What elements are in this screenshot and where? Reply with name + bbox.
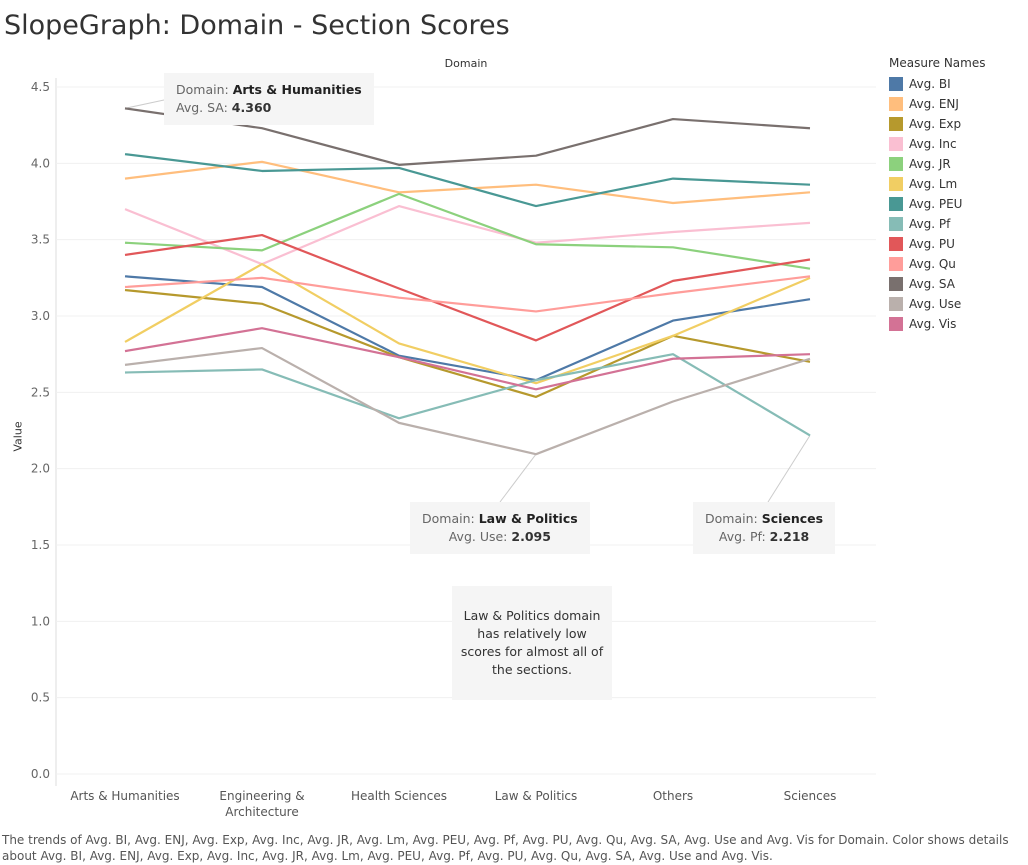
- column-header: Domain: [444, 57, 488, 70]
- tooltip-pointer: [499, 453, 537, 503]
- legend-label: Avg. ENJ: [909, 97, 959, 111]
- x-tick-label: Health Sciences: [351, 789, 447, 803]
- x-tick-label: Sciences: [784, 789, 837, 803]
- page-title: SlopeGraph: Domain - Section Scores: [4, 10, 510, 41]
- tooltip-sciences-pf: Domain: Sciences Avg. Pf: 2.218: [693, 502, 836, 554]
- legend-item-avg-inc[interactable]: Avg. Inc: [889, 134, 1019, 154]
- series-line-avg-pf[interactable]: [124, 353, 811, 437]
- legend-label: Avg. JR: [909, 157, 951, 171]
- series-line-avg-vis[interactable]: [124, 327, 811, 391]
- y-tick-label: 3.5: [31, 233, 50, 247]
- y-tick-label: 2.5: [31, 385, 50, 399]
- y-tick-label: 4.0: [31, 156, 50, 170]
- legend-item-avg-qu[interactable]: Avg. Qu: [889, 254, 1019, 274]
- y-tick-label: 0.0: [31, 767, 50, 781]
- legend-label: Avg. PEU: [909, 197, 963, 211]
- tooltip-pointer: [124, 99, 165, 109]
- y-tick-label: 1.5: [31, 538, 50, 552]
- legend-item-avg-lm[interactable]: Avg. Lm: [889, 174, 1019, 194]
- series-line-avg-inc[interactable]: [124, 204, 811, 266]
- series-line-avg-lm[interactable]: [124, 262, 811, 385]
- series-line-avg-enj[interactable]: [124, 160, 811, 205]
- legend-label: Avg. Vis: [909, 317, 957, 331]
- x-tick-label: Engineering & Architecture: [219, 789, 304, 819]
- tooltip-pointers: [124, 99, 811, 503]
- legend-swatch: [889, 137, 903, 151]
- legend-swatch: [889, 217, 903, 231]
- legend: Measure Names Avg. BI Avg. ENJ Avg. Exp Avg…: [889, 56, 1019, 334]
- y-axis: 0.0 0.5 1.0 1.5 2.0 2.5 3.0 3.5 4.0 4.5: [31, 80, 50, 781]
- series-line-avg-exp[interactable]: [124, 288, 811, 399]
- legend-label: Avg. Use: [909, 297, 962, 311]
- legend-swatch: [889, 277, 903, 291]
- legend-item-avg-pf[interactable]: Avg. Pf: [889, 214, 1019, 234]
- y-tick-label: 3.0: [31, 309, 50, 323]
- legend-item-avg-peu[interactable]: Avg. PEU: [889, 194, 1019, 214]
- series-line-avg-qu[interactable]: [124, 275, 811, 313]
- legend-label: Avg. Exp: [909, 117, 962, 131]
- legend-item-avg-sa[interactable]: Avg. SA: [889, 274, 1019, 294]
- legend-swatch: [889, 97, 903, 111]
- series-line-avg-peu[interactable]: [124, 153, 811, 208]
- legend-label: Avg. PU: [909, 237, 955, 251]
- x-axis: Arts & Humanities Engineering & Architectu…: [70, 789, 836, 819]
- x-tick-label: Others: [653, 789, 693, 803]
- legend-label: Avg. SA: [909, 277, 955, 291]
- legend-label: Avg. Qu: [909, 257, 956, 271]
- legend-swatch: [889, 77, 903, 91]
- legend-swatch: [889, 177, 903, 191]
- series-line-avg-use[interactable]: [124, 346, 811, 456]
- legend-label: Avg. Pf: [909, 217, 951, 231]
- series-line-avg-jr[interactable]: [124, 192, 811, 270]
- legend-item-avg-enj[interactable]: Avg. ENJ: [889, 94, 1019, 114]
- legend-swatch: [889, 157, 903, 171]
- annotation-box: Law & Politics domain has relatively low…: [452, 586, 612, 700]
- y-tick-label: 2.0: [31, 462, 50, 476]
- legend-item-avg-exp[interactable]: Avg. Exp: [889, 114, 1019, 134]
- y-tick-label: 1.0: [31, 614, 50, 628]
- series-line-avg-bi[interactable]: [124, 275, 811, 382]
- legend-swatch: [889, 117, 903, 131]
- tooltip-arts-humanities-sa: Domain: Arts & Humanities Avg. SA: 4.360: [164, 73, 374, 125]
- legend-title: Measure Names: [889, 56, 986, 70]
- y-tick-label: 0.5: [31, 691, 50, 705]
- legend-swatch: [889, 237, 903, 251]
- x-tick-label: Law & Politics: [495, 789, 578, 803]
- legend-label: Avg. Lm: [909, 177, 958, 191]
- legend-item-avg-use[interactable]: Avg. Use: [889, 294, 1019, 314]
- series-line-avg-pu[interactable]: [124, 233, 811, 342]
- chart-caption: The trends of Avg. BI, Avg. ENJ, Avg. Ex…: [2, 833, 1009, 863]
- legend-swatch: [889, 297, 903, 311]
- legend-label: Avg. BI: [909, 77, 951, 91]
- legend-item-avg-bi[interactable]: Avg. BI: [889, 74, 1019, 94]
- x-tick-label: Arts & Humanities: [70, 789, 179, 803]
- legend-swatch: [889, 257, 903, 271]
- series-layer: [124, 107, 811, 456]
- legend-item-avg-jr[interactable]: Avg. JR: [889, 154, 1019, 174]
- legend-item-avg-vis[interactable]: Avg. Vis: [889, 314, 1019, 334]
- y-tick-label: 4.5: [31, 80, 50, 94]
- tooltip-law-politics-use: Domain: Law & Politics Avg. Use: 2.095: [410, 502, 590, 554]
- tooltip-pointer: [767, 435, 811, 503]
- legend-label: Avg. Inc: [909, 137, 957, 151]
- legend-swatch: [889, 317, 903, 331]
- legend-swatch: [889, 197, 903, 211]
- legend-item-avg-pu[interactable]: Avg. PU: [889, 234, 1019, 254]
